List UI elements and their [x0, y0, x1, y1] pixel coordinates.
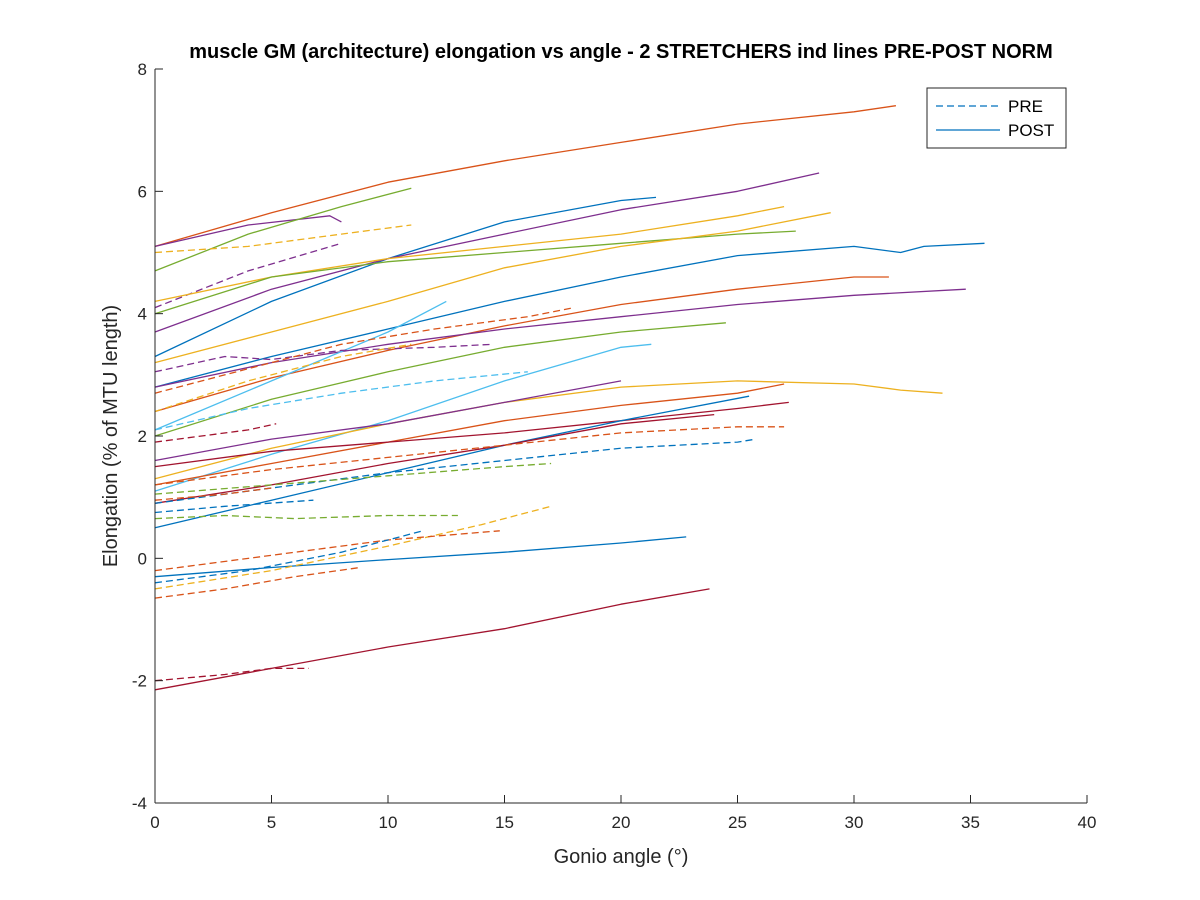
- series-line-pre-37: [154, 530, 424, 584]
- series-line-post-9: [154, 212, 831, 364]
- chart-title: muscle GM (architecture) elongation vs a…: [189, 41, 1052, 63]
- series-line-post-6: [154, 172, 820, 333]
- series-line-pre-39: [154, 667, 309, 682]
- series-line-post-16: [154, 380, 943, 480]
- series-line-pre-30: [154, 438, 757, 504]
- series-line-post-22: [154, 536, 687, 578]
- y-tick-label-3: 2: [138, 427, 147, 446]
- series-line-post-18: [154, 383, 785, 486]
- series-line-pre-31: [154, 462, 552, 495]
- series-line-pre-38: [154, 566, 361, 599]
- series-line-post-13: [154, 322, 726, 437]
- series-line-pre-32: [154, 487, 272, 501]
- series-line-post-15: [154, 343, 652, 492]
- y-tick-label-0: -4: [132, 794, 147, 813]
- x-tick-label-1: 5: [267, 813, 276, 832]
- series-line-post-21: [154, 413, 715, 504]
- x-tick-label-5: 25: [728, 813, 747, 832]
- series-line-post-8: [154, 230, 796, 315]
- x-tick-label-6: 30: [845, 813, 864, 832]
- series-layer: [154, 105, 985, 691]
- x-tick-label-7: 35: [961, 813, 980, 832]
- y-tick-label-5: 6: [138, 182, 147, 201]
- series-line-pre-36: [154, 530, 500, 572]
- x-tick-label-0: 0: [150, 813, 159, 832]
- series-line-post-23: [154, 588, 710, 691]
- series-line-pre-24: [154, 343, 493, 373]
- series-line-pre-34: [154, 514, 458, 520]
- series-line-pre-33: [154, 499, 314, 514]
- x-tick-label-3: 15: [495, 813, 514, 832]
- y-tick-label-1: -2: [132, 672, 147, 691]
- series-line-pre-29: [154, 426, 785, 486]
- series-line-post-19: [154, 401, 789, 468]
- x-tick-label-8: 40: [1078, 813, 1097, 832]
- x-tick-label-2: 10: [379, 813, 398, 832]
- series-line-pre-27: [154, 371, 528, 431]
- series-line-pre-26: [154, 343, 412, 413]
- axes-layer: 0 5 10 15 20 25 30 35 40 -4 -2 0 2 4 6 8: [132, 60, 1097, 832]
- plot-area: [155, 69, 1087, 803]
- x-axis-label: Gonio angle (°): [554, 846, 689, 868]
- series-line-pre-35: [154, 505, 552, 590]
- y-tick-label-4: 4: [138, 305, 147, 324]
- series-line-post-2: [154, 187, 412, 272]
- series-line-post-0: [154, 105, 896, 248]
- legend-box: [926, 87, 1067, 149]
- y-tick-label-2: 0: [138, 549, 147, 568]
- x-tick-label-4: 20: [612, 813, 631, 832]
- series-line-pre-3: [154, 224, 412, 254]
- series-line-post-12: [154, 288, 966, 388]
- series-line-pre-25: [154, 306, 575, 394]
- legend-label-post: POST: [1008, 121, 1054, 140]
- series-line-post-10: [154, 242, 985, 388]
- series-line-post-5: [154, 196, 657, 358]
- series-line-post-14: [154, 300, 447, 431]
- y-axis-label: Elongation (% of MTU length): [100, 305, 122, 567]
- series-line-post-20: [154, 395, 750, 529]
- series-line-post-17: [154, 380, 622, 462]
- series-line-pre-28: [154, 423, 277, 443]
- legend-label-pre: PRE: [1008, 97, 1043, 116]
- series-line-post-1: [154, 215, 342, 248]
- y-tick-label-6: 8: [138, 60, 147, 79]
- legend: PRE POST: [926, 87, 1067, 149]
